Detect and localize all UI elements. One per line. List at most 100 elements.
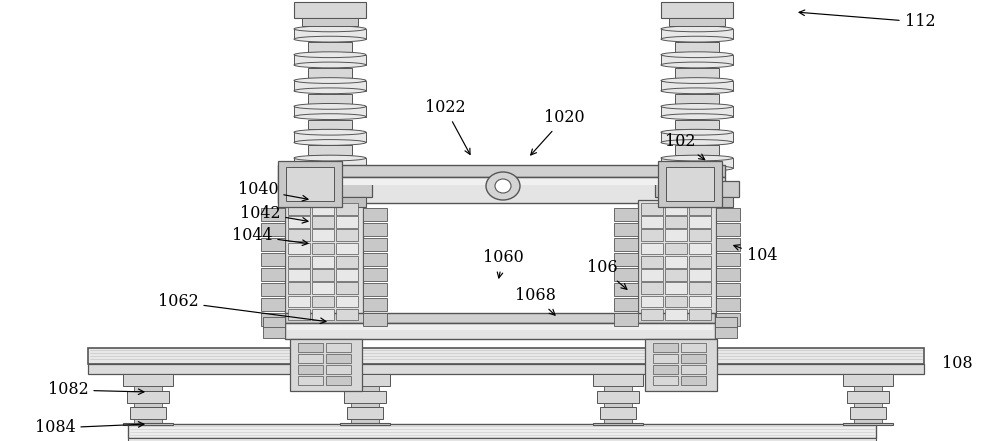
Bar [261,298,285,311]
Bar [614,298,638,311]
Ellipse shape [661,52,733,58]
Text: 1060: 1060 [483,250,523,278]
Bar [294,2,366,18]
Bar [661,106,733,116]
Ellipse shape [661,129,733,135]
Bar [716,238,740,251]
Bar [689,269,711,281]
Bar [716,298,740,311]
Bar [134,386,162,391]
Bar [326,365,351,374]
Ellipse shape [495,179,511,193]
Bar [294,132,366,142]
Bar [689,229,711,241]
Bar [614,253,638,266]
Bar [312,256,334,268]
Bar [123,423,173,425]
Bar [641,243,663,254]
Bar [689,216,711,228]
Bar [661,81,733,91]
Bar [363,283,387,296]
Bar [308,93,352,104]
Bar [336,216,358,228]
Bar [288,229,310,241]
Bar [614,268,638,281]
Bar [661,132,733,142]
Bar [675,146,719,155]
Bar [298,365,323,374]
Bar [689,256,711,268]
Ellipse shape [661,114,733,120]
Text: 108: 108 [942,355,973,373]
Bar [665,282,687,294]
Bar [641,269,663,281]
Ellipse shape [661,78,733,83]
Ellipse shape [294,165,366,171]
Bar [716,313,740,326]
Bar [641,229,663,241]
Bar [347,407,383,419]
Bar [716,283,740,296]
Bar [604,419,632,424]
Bar [715,327,737,338]
Bar [285,313,715,323]
Bar [597,391,639,403]
Bar [336,203,358,215]
Ellipse shape [661,88,733,93]
Bar [653,376,678,385]
Bar [298,376,323,385]
Text: 1020: 1020 [531,109,584,155]
Ellipse shape [294,114,366,120]
Bar [641,309,663,321]
Bar [681,343,706,352]
Bar [638,200,716,325]
Bar [658,161,722,207]
Bar [261,253,285,266]
Bar [600,407,636,419]
Bar [351,419,379,424]
Bar [665,309,687,321]
Text: 102: 102 [665,134,705,160]
Bar [689,282,711,294]
Bar [302,18,358,26]
Bar [123,374,173,386]
Ellipse shape [661,62,733,68]
Bar [128,438,876,441]
Bar [351,403,379,407]
Bar [288,203,310,215]
Bar [675,120,719,129]
Bar [308,42,352,52]
Bar [294,55,366,65]
Bar [128,424,876,438]
Bar [681,354,706,363]
Bar [645,339,717,391]
Bar [290,339,362,391]
Bar [134,419,162,424]
Bar [854,403,882,407]
Bar [614,238,638,251]
Bar [363,208,387,221]
Bar [665,243,687,254]
Ellipse shape [661,165,733,171]
Bar [363,223,387,236]
Text: 1040: 1040 [238,182,308,201]
Bar [261,223,285,236]
Bar [661,197,733,207]
Ellipse shape [661,140,733,146]
Bar [854,386,882,391]
Ellipse shape [294,52,366,58]
Bar [288,282,310,294]
Ellipse shape [294,129,366,135]
Bar [689,203,711,215]
Bar [363,238,387,251]
Bar [716,268,740,281]
Bar [287,325,713,330]
Bar [340,374,390,386]
Bar [665,269,687,281]
Bar [661,29,733,39]
Bar [340,423,390,425]
Text: 1042: 1042 [240,205,308,223]
Bar [294,197,366,207]
Bar [312,203,334,215]
Bar [665,229,687,241]
